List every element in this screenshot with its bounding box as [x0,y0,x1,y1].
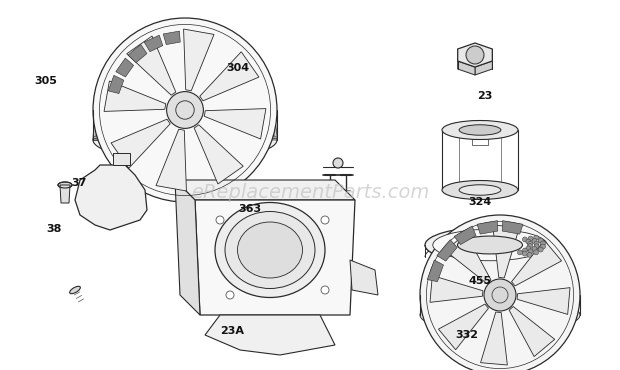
Polygon shape [184,29,214,91]
Polygon shape [458,43,492,67]
Circle shape [534,235,539,240]
Polygon shape [175,180,355,200]
Polygon shape [502,221,523,234]
Circle shape [523,248,528,253]
Polygon shape [156,129,187,191]
Text: 455: 455 [468,276,491,286]
Circle shape [541,244,546,249]
Polygon shape [128,44,147,63]
Polygon shape [144,35,163,52]
Circle shape [526,239,531,244]
Circle shape [93,18,277,202]
Ellipse shape [58,182,72,188]
Polygon shape [427,260,443,282]
Polygon shape [195,200,355,315]
Polygon shape [454,226,476,245]
Circle shape [538,247,543,252]
Circle shape [333,158,343,168]
Circle shape [484,279,516,311]
Polygon shape [175,180,200,315]
Circle shape [532,239,537,243]
Circle shape [522,251,527,256]
Polygon shape [512,240,562,286]
Ellipse shape [459,185,501,195]
Circle shape [321,286,329,294]
Polygon shape [116,58,134,77]
Circle shape [216,216,224,224]
Polygon shape [437,240,457,261]
Ellipse shape [433,229,547,261]
Circle shape [528,241,533,246]
Text: eReplacementParts.com: eReplacementParts.com [191,183,429,202]
Polygon shape [438,304,489,350]
Text: 324: 324 [468,196,491,207]
Ellipse shape [215,202,325,297]
Polygon shape [75,165,147,230]
Text: 305: 305 [34,76,57,87]
Text: 38: 38 [46,224,62,235]
Text: 23: 23 [477,91,493,101]
Circle shape [527,252,532,257]
Ellipse shape [459,125,501,135]
Circle shape [532,246,537,252]
Polygon shape [205,315,335,355]
Polygon shape [430,276,483,302]
Circle shape [321,216,329,224]
Ellipse shape [237,222,303,278]
Circle shape [226,291,234,299]
Ellipse shape [225,212,315,289]
Polygon shape [194,125,243,184]
Polygon shape [350,260,378,295]
Polygon shape [204,108,266,139]
Text: 23A: 23A [220,326,244,336]
Circle shape [528,236,533,241]
Ellipse shape [442,121,518,139]
Polygon shape [458,61,475,75]
Circle shape [534,250,539,255]
Polygon shape [477,221,498,234]
Polygon shape [126,36,176,95]
Circle shape [538,238,543,243]
Polygon shape [108,75,124,94]
Circle shape [167,92,203,128]
Circle shape [420,215,580,370]
Polygon shape [113,153,130,165]
Polygon shape [111,119,170,168]
Circle shape [541,241,546,246]
Polygon shape [104,81,166,111]
Polygon shape [200,52,259,101]
Polygon shape [480,312,507,365]
Wedge shape [93,48,277,140]
Text: 332: 332 [456,330,479,340]
Polygon shape [445,233,491,283]
Polygon shape [517,287,570,314]
Circle shape [534,244,539,249]
Polygon shape [493,225,520,278]
Ellipse shape [420,297,580,333]
Circle shape [526,246,531,251]
Ellipse shape [425,227,555,263]
Circle shape [528,249,533,254]
Ellipse shape [69,286,81,294]
Circle shape [534,241,539,246]
Circle shape [528,244,533,249]
Ellipse shape [458,236,523,254]
Text: 363: 363 [239,204,262,214]
Ellipse shape [442,181,518,199]
Polygon shape [475,61,492,75]
Circle shape [466,46,484,64]
Circle shape [523,237,528,242]
Polygon shape [60,185,70,203]
Text: 304: 304 [226,63,249,74]
Ellipse shape [93,119,277,161]
Circle shape [518,250,523,255]
Polygon shape [163,31,180,44]
Text: 37: 37 [71,178,87,188]
Polygon shape [509,307,555,357]
